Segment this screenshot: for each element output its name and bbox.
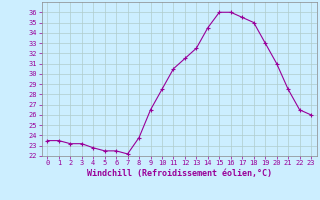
- X-axis label: Windchill (Refroidissement éolien,°C): Windchill (Refroidissement éolien,°C): [87, 169, 272, 178]
